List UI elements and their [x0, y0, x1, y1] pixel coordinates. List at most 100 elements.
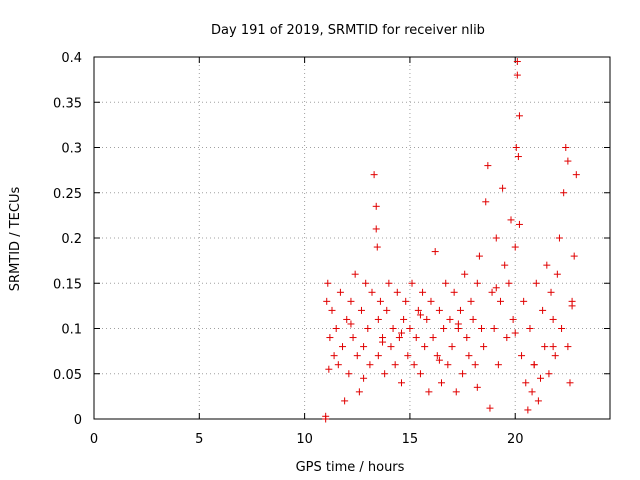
- data-point: [374, 352, 382, 360]
- y-tick-label: 0.4: [61, 51, 82, 66]
- data-point: [423, 315, 431, 323]
- data-point: [370, 171, 378, 179]
- data-point: [570, 252, 578, 260]
- data-point: [543, 261, 551, 269]
- data-point: [499, 184, 507, 192]
- data-point: [393, 288, 401, 296]
- data-point: [511, 243, 519, 251]
- data-point: [326, 334, 334, 342]
- data-point: [357, 306, 365, 314]
- data-point: [360, 343, 368, 351]
- data-point: [343, 315, 351, 323]
- data-point: [511, 329, 519, 337]
- data-point: [518, 352, 526, 360]
- data-point: [492, 284, 500, 292]
- data-point: [341, 397, 349, 405]
- data-point: [448, 343, 456, 351]
- data-point: [549, 343, 557, 351]
- data-point: [366, 361, 374, 369]
- data-point: [551, 352, 559, 360]
- data-point: [325, 365, 333, 373]
- data-point: [374, 315, 382, 323]
- data-point: [330, 352, 338, 360]
- data-point: [416, 370, 424, 378]
- data-point: [459, 370, 467, 378]
- data-point: [435, 356, 443, 364]
- data-point: [322, 412, 330, 420]
- data-point: [355, 388, 363, 396]
- data-point: [364, 325, 372, 332]
- data-point: [324, 279, 332, 287]
- data-point: [490, 325, 498, 332]
- data-point: [454, 320, 462, 328]
- data-point: [532, 279, 540, 287]
- data-point: [469, 315, 477, 323]
- y-tick-label: 0.05: [53, 368, 82, 383]
- data-point: [400, 315, 408, 323]
- data-points: [322, 58, 580, 423]
- data-point: [425, 388, 433, 396]
- x-axis-label: GPS time / hours: [296, 460, 405, 475]
- x-tick-label: 0: [90, 432, 98, 447]
- data-point: [397, 379, 405, 387]
- data-point: [572, 171, 580, 179]
- data-point: [372, 225, 380, 233]
- data-point: [431, 248, 439, 256]
- data-point: [553, 270, 561, 278]
- data-point: [362, 279, 370, 287]
- data-point: [416, 311, 424, 319]
- x-tick-label: 10: [296, 432, 313, 447]
- data-point: [503, 334, 511, 342]
- data-point: [513, 58, 521, 66]
- data-point: [534, 397, 542, 405]
- data-point: [461, 270, 469, 278]
- data-point: [360, 374, 368, 382]
- data-point: [328, 306, 336, 314]
- data-point: [480, 343, 488, 351]
- data-point: [347, 297, 355, 305]
- data-point: [444, 361, 452, 369]
- data-point: [414, 306, 422, 314]
- data-point: [555, 234, 563, 242]
- data-point: [558, 325, 566, 332]
- data-point: [520, 297, 528, 305]
- data-point: [412, 334, 420, 342]
- data-point: [383, 306, 391, 314]
- data-point: [536, 374, 544, 382]
- data-point: [526, 325, 534, 332]
- data-point: [397, 329, 405, 337]
- data-point: [349, 334, 357, 342]
- x-tick-label: 15: [402, 432, 419, 447]
- data-point: [475, 252, 483, 260]
- data-point: [560, 189, 568, 197]
- data-point: [524, 406, 532, 414]
- data-point: [509, 315, 517, 323]
- data-point: [435, 306, 443, 314]
- x-tick-label: 20: [507, 432, 524, 447]
- data-point: [530, 361, 538, 369]
- data-point: [528, 388, 536, 396]
- data-point: [456, 306, 464, 314]
- data-point: [473, 279, 481, 287]
- data-point: [442, 279, 450, 287]
- y-tick-label: 0.3: [61, 142, 82, 157]
- y-tick-label: 0.25: [53, 187, 82, 202]
- data-point: [379, 338, 387, 346]
- data-point: [541, 343, 549, 351]
- data-point: [505, 279, 513, 287]
- data-point: [513, 71, 521, 79]
- data-point: [501, 261, 509, 269]
- data-point: [421, 343, 429, 351]
- y-tick-label: 0.1: [61, 323, 82, 338]
- data-point: [471, 361, 479, 369]
- data-point: [410, 361, 418, 369]
- data-point: [492, 234, 500, 242]
- data-point: [433, 352, 441, 360]
- data-point: [438, 379, 446, 387]
- data-point: [514, 153, 522, 161]
- data-point: [368, 288, 376, 296]
- data-point: [562, 144, 570, 151]
- y-axis-label: SRMTID / TECUs: [8, 187, 23, 292]
- data-point: [467, 297, 475, 305]
- data-point: [339, 343, 347, 351]
